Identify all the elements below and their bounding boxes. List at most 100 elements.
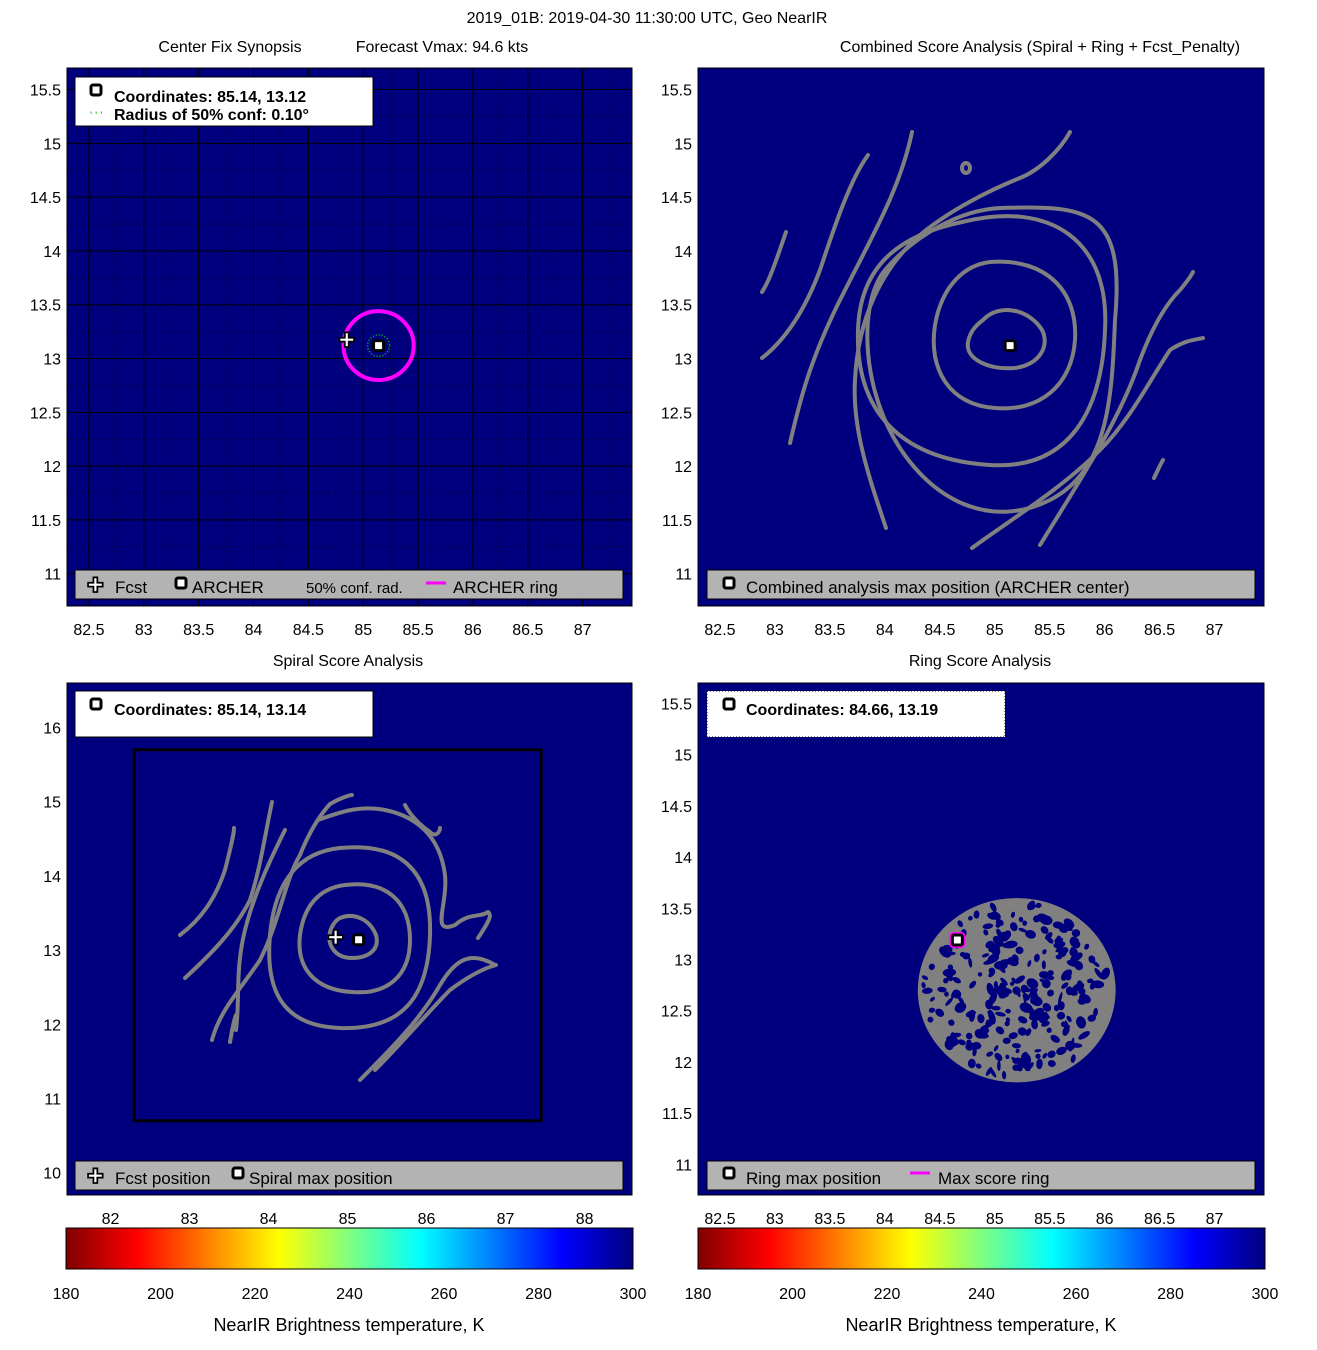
ring-score-speckle [943, 977, 949, 984]
y-tick-label: 14 [43, 244, 61, 261]
legend-item-ring-max: Ring max position [746, 1169, 881, 1188]
y-tick-label: 11.5 [31, 513, 61, 530]
fcst-position-marker: ✚ [327, 928, 344, 950]
x-tick-label: 85.5 [1034, 622, 1065, 639]
y-tick-label: 12.5 [661, 1004, 692, 1021]
ring-score-speckle [993, 960, 1008, 970]
y-tick-label: 12 [43, 1017, 61, 1034]
panel-center-fix-title: Center Fix Synopsis [158, 39, 301, 56]
y-tick-label: 13 [674, 952, 692, 969]
ring-info-marker-icon [722, 697, 736, 711]
x-tick-label: 82.5 [704, 622, 735, 639]
ring-score-speckle [959, 951, 966, 958]
ring-score-speckle [1000, 977, 1008, 986]
ring-score-speckle [1004, 1020, 1010, 1027]
ring-score-speckle [1065, 986, 1074, 996]
ring-score-speckle [1047, 975, 1055, 981]
ring-score-speckle [988, 1009, 996, 1024]
ring-score-speckle [1018, 927, 1028, 933]
y-tick-label: 11 [44, 567, 61, 584]
colorbar-right-gradient [697, 1227, 1266, 1270]
x-tick-label: 83.5 [183, 622, 214, 639]
ring-score-speckle [952, 989, 962, 999]
x-tick-label: 86 [1096, 622, 1114, 639]
ring-score-speckle [957, 996, 964, 1004]
ring-score-speckle [966, 1039, 972, 1045]
x-tick-label: 86.5 [1144, 622, 1175, 639]
ring-score-speckle [1056, 1011, 1066, 1020]
legend-item-fcst: Fcst [115, 578, 147, 597]
x-tick-label: 84 [245, 622, 263, 639]
x-tick-label: 83 [766, 1211, 784, 1228]
ring-score-speckle [1071, 949, 1078, 962]
ring-score-speckle [1002, 941, 1017, 949]
ring-score-speckle [1021, 984, 1029, 993]
ring-score-speckle [1100, 967, 1111, 980]
ring-score-speckle [1019, 1005, 1032, 1012]
contours-spiral [178, 793, 498, 1082]
fcst-legend-icon: ✚ [87, 575, 104, 597]
legend-item-combined-max: Combined analysis max position (ARCHER c… [746, 578, 1130, 597]
colorbar-tick-label: 180 [53, 1286, 80, 1303]
x-tick-label: 85 [986, 622, 1004, 639]
ring-score-speckle [1005, 1008, 1011, 1014]
colorbar-tick-label: 300 [1252, 1286, 1279, 1303]
ring-score-speckle [935, 1008, 945, 1017]
x-tick-label: 84 [876, 1211, 894, 1228]
ring-score-speckle [985, 940, 994, 949]
ring-score-blob [917, 898, 1116, 1083]
ring-score-speckle [952, 976, 961, 984]
y-tick-label: 14 [674, 244, 692, 261]
y-tick-label: 10 [43, 1166, 61, 1183]
colorbar-left: 180 200 220 240 260 280 300 NearIR Brightness … [53, 1227, 647, 1335]
ring-score-speckle [969, 980, 977, 989]
ring-score-speckle [1001, 1070, 1007, 1080]
y-tick-label: 13.5 [661, 901, 692, 918]
y-tick-label: 16 [43, 721, 61, 738]
ring-score-speckle [1025, 1028, 1032, 1037]
ring-score-speckle [1025, 1062, 1034, 1071]
colorbar-tick-label: 200 [147, 1286, 174, 1303]
y-tick-label: 12.5 [30, 405, 61, 422]
y-tick-label: 15 [43, 795, 61, 812]
ring-score-speckle [1035, 902, 1042, 909]
ring-score-speckle [942, 968, 957, 977]
x-tick-labels-spiral: 82 83 84 85 86 87 88 [102, 1211, 594, 1228]
info-coordinates-center-fix: Coordinates: 85.14, 13.12 [114, 89, 306, 106]
ring-score-speckle [957, 1039, 966, 1046]
y-tick-label: 11.5 [662, 513, 692, 530]
ring-score-speckle [1042, 1052, 1048, 1059]
ring-score-speckle [1010, 911, 1016, 918]
ring-score-speckle [1061, 982, 1069, 989]
panel-center-fix: Center Fix Synopsis Forecast Vmax: 94.6 … [30, 39, 633, 639]
x-tick-label: 85.5 [1034, 1211, 1065, 1228]
combined-max-legend-icon [722, 576, 736, 590]
ring-max-marker [950, 933, 964, 947]
colorbar-tick-label: 220 [242, 1286, 269, 1303]
x-tick-labels-ring: 82.5 83 83.5 84 84.5 85 85.5 86 86.5 87 [704, 1211, 1223, 1228]
ring-score-speckle [1003, 991, 1009, 997]
colorbar-left-ticks: 180 200 220 240 260 280 300 [53, 1286, 647, 1303]
ring-score-speckle [1031, 1019, 1038, 1030]
ring-score-speckle [948, 1019, 955, 1026]
ring-score-speckle [982, 923, 994, 930]
ring-score-speckle [1047, 989, 1055, 997]
x-tick-label: 83.5 [814, 1211, 845, 1228]
info-box-spiral [74, 690, 374, 738]
plot-area-center-fix [66, 67, 633, 607]
ring-score-speckle [1034, 1049, 1042, 1053]
ring-score-speckle [1084, 943, 1090, 950]
x-tick-label: 82.5 [704, 1211, 735, 1228]
x-tick-label: 87 [1206, 622, 1224, 639]
ring-score-speckle [1036, 1058, 1043, 1070]
ring-score-speckle [1093, 1007, 1098, 1017]
ring-score-speckle [1026, 978, 1039, 989]
ring-score-speckle [928, 963, 935, 971]
x-tick-label: 83 [135, 622, 153, 639]
x-tick-label: 85.5 [402, 622, 433, 639]
ring-score-speckle [1092, 961, 1100, 967]
ring-score-speckle [986, 1051, 994, 1057]
figure-title: 2019_01B: 2019-04-30 11:30:00 UTC, Geo N… [467, 10, 828, 27]
y-tick-labels-spiral: 10 11 12 13 14 15 16 [43, 721, 61, 1183]
